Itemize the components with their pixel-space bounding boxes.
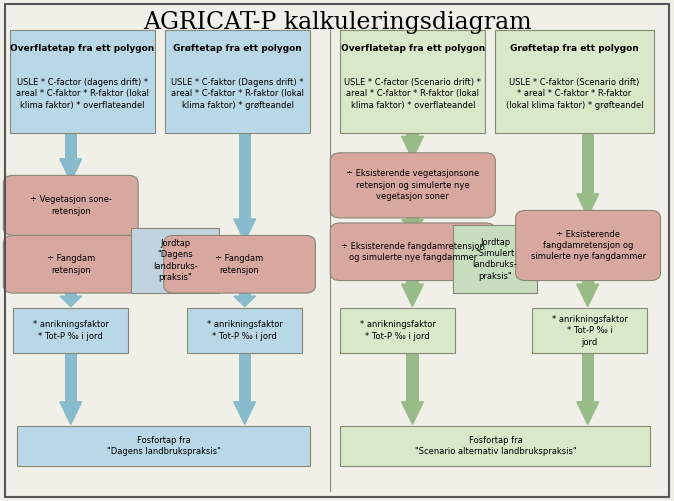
Bar [239, 286, 251, 296]
FancyBboxPatch shape [3, 235, 138, 293]
Polygon shape [402, 136, 423, 159]
Polygon shape [234, 402, 255, 424]
Text: ÷ Vegetasjon sone-
retensjon: ÷ Vegetasjon sone- retensjon [30, 195, 112, 215]
Bar [412, 256, 453, 263]
Bar [406, 210, 419, 219]
FancyBboxPatch shape [164, 235, 315, 293]
Text: Fosfortap fra
"Dagens landbrukspraksis": Fosfortap fra "Dagens landbrukspraksis" [106, 436, 220, 456]
FancyBboxPatch shape [13, 308, 128, 353]
Bar [239, 353, 251, 402]
Polygon shape [402, 402, 423, 424]
Polygon shape [577, 194, 599, 216]
Polygon shape [60, 159, 82, 181]
Bar [582, 273, 594, 284]
Text: Fosfortap fra
"Scenario alternativ landbrukspraksis": Fosfortap fra "Scenario alternativ landb… [415, 436, 576, 456]
FancyBboxPatch shape [131, 228, 219, 293]
Text: Jordtap
"Dagens
landbruks-
praksis": Jordtap "Dagens landbruks- praksis" [153, 239, 197, 282]
Text: ÷ Fangdam
retensjon: ÷ Fangdam retensjon [216, 254, 264, 275]
FancyBboxPatch shape [495, 30, 654, 133]
Bar [537, 242, 588, 249]
Bar [65, 286, 77, 296]
Bar [582, 133, 594, 194]
Polygon shape [60, 402, 82, 424]
Text: AGRICAT-P kalkuleringsdiagram: AGRICAT-P kalkuleringsdiagram [143, 11, 531, 34]
FancyBboxPatch shape [165, 30, 310, 133]
FancyBboxPatch shape [340, 426, 650, 466]
Bar [406, 273, 419, 284]
FancyBboxPatch shape [453, 225, 537, 293]
Text: Overflatetap fra ett polygon: Overflatetap fra ett polygon [340, 44, 485, 53]
Text: * anrikningsfaktor
* Tot-P ‰ i jord: * anrikningsfaktor * Tot-P ‰ i jord [360, 321, 435, 341]
Polygon shape [60, 296, 82, 307]
Polygon shape [402, 284, 423, 307]
Bar [582, 353, 594, 402]
Polygon shape [234, 296, 255, 307]
Polygon shape [60, 234, 82, 241]
FancyBboxPatch shape [340, 308, 455, 353]
Text: Grøftetap fra ett polygon: Grøftetap fra ett polygon [510, 44, 639, 53]
FancyBboxPatch shape [330, 223, 495, 281]
Text: * anrikningsfaktor
* Tot-P ‰ i
jord: * anrikningsfaktor * Tot-P ‰ i jord [552, 315, 627, 347]
Text: ÷ Eksisterende
fangdamretensjon og
simulerte nye fangdammer: ÷ Eksisterende fangdamretensjon og simul… [530, 229, 646, 262]
Bar [406, 133, 419, 136]
FancyBboxPatch shape [10, 30, 155, 133]
FancyBboxPatch shape [17, 426, 310, 466]
Text: USLE * C-faktor (Dagens drift) *
areal * C-faktor * R-faktor (lokal
klima faktor: USLE * C-faktor (Dagens drift) * areal *… [171, 78, 304, 110]
FancyBboxPatch shape [3, 175, 138, 235]
Text: * anrikningsfaktor
* Tot-P ‰ i jord: * anrikningsfaktor * Tot-P ‰ i jord [33, 321, 109, 341]
FancyBboxPatch shape [516, 210, 661, 281]
Bar [65, 228, 77, 234]
Bar [65, 133, 77, 159]
FancyBboxPatch shape [340, 30, 485, 133]
Polygon shape [234, 219, 255, 241]
FancyBboxPatch shape [330, 153, 495, 218]
Text: Grøftetap fra ett polygon: Grøftetap fra ett polygon [173, 44, 302, 53]
Text: Overflatetap fra ett polygon: Overflatetap fra ett polygon [10, 44, 155, 53]
Text: ÷ Eksisterende vegetasjonsone
retensjon og simulerte nye
vegetasjon soner: ÷ Eksisterende vegetasjonsone retensjon … [346, 169, 479, 201]
Text: ÷ Fangdam
retensjon: ÷ Fangdam retensjon [47, 254, 95, 275]
Text: * anrikningsfaktor
* Tot-P ‰ i jord: * anrikningsfaktor * Tot-P ‰ i jord [207, 321, 282, 341]
Bar [239, 133, 251, 219]
Text: ÷ Eksisterende fangdamretensjon
og simulerte nye fangdammer: ÷ Eksisterende fangdamretensjon og simul… [341, 241, 485, 262]
Polygon shape [402, 219, 423, 229]
Bar [71, 257, 131, 264]
Text: Jordtap
"Simulert
landbruks-
praksis": Jordtap "Simulert landbruks- praksis" [472, 237, 518, 281]
Bar [406, 353, 419, 402]
FancyBboxPatch shape [187, 308, 302, 353]
Text: USLE * C-faktor (Scenario drift)
* areal * C-faktor * R-faktor
(lokal klima fakt: USLE * C-faktor (Scenario drift) * areal… [506, 78, 644, 110]
Polygon shape [577, 402, 599, 424]
Bar [65, 353, 77, 402]
FancyBboxPatch shape [532, 308, 647, 353]
Text: USLE * C-factor (dagens drift) *
areal * C-faktor * R-faktor (lokal
klima faktor: USLE * C-factor (dagens drift) * areal *… [16, 78, 149, 110]
Bar [219, 257, 245, 264]
Text: USLE * C-factor (Scenario drift) *
areal * C-faktor * R-faktor (lokal
klima fakt: USLE * C-factor (Scenario drift) * areal… [344, 78, 481, 110]
Polygon shape [577, 284, 599, 307]
